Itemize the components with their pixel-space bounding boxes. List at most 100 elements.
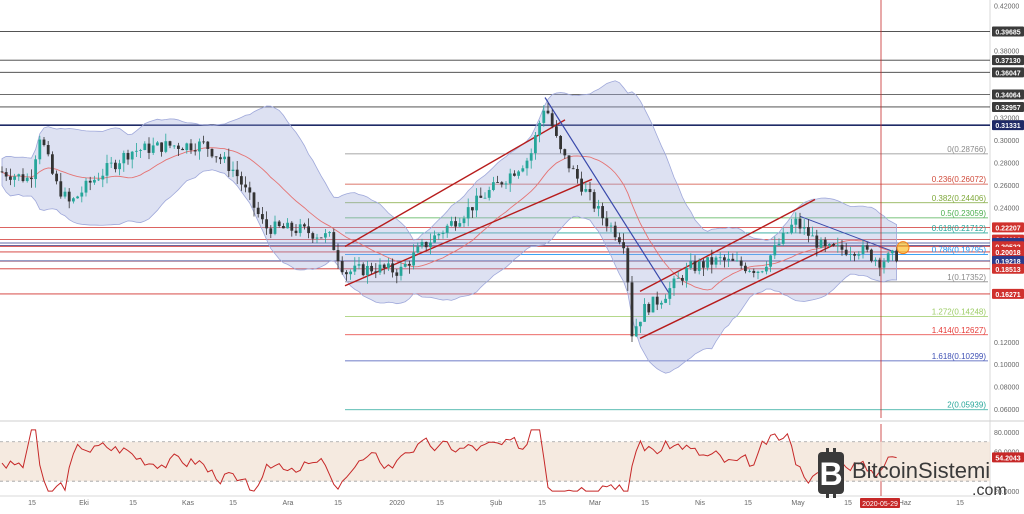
candle-body: [378, 264, 382, 273]
candle-body: [126, 152, 130, 160]
candle-body: [521, 168, 525, 172]
candle-body: [298, 224, 302, 234]
candle-body: [672, 278, 676, 289]
level-label-text: 0.32957: [995, 105, 1020, 112]
bitcoin-b-logo-icon: B: [818, 448, 844, 498]
candle-body: [508, 173, 512, 184]
candle-body: [718, 257, 722, 259]
candle-body: [752, 270, 756, 273]
fib-label: 0.786(0.19795): [932, 245, 987, 254]
candle-body: [466, 207, 470, 219]
fib-label: 1.414(0.12627): [932, 326, 987, 335]
time-tick-label: Mar: [589, 500, 602, 507]
candle-body: [773, 245, 777, 256]
price-tick-label: 0.28000: [994, 160, 1019, 167]
candle-body: [168, 141, 172, 146]
level-label-bg: [992, 101, 1024, 112]
candle-body: [193, 150, 197, 152]
candle-body: [748, 270, 751, 272]
candle-body: [25, 177, 29, 182]
candle-body: [630, 282, 634, 337]
candle-body: [429, 242, 432, 248]
candle-body: [164, 141, 168, 152]
candle-body: [122, 152, 126, 164]
candle-body: [857, 253, 861, 256]
fib-label: 1(0.17352): [947, 273, 986, 282]
candle-body: [198, 141, 201, 152]
candle-body: [118, 163, 121, 170]
candle-body: [433, 235, 436, 243]
candle-body: [567, 155, 571, 169]
candle-body: [17, 174, 21, 177]
candle-body: [139, 150, 142, 151]
candle-body: [744, 265, 747, 272]
rsi-value-text: 54.2043: [995, 455, 1020, 462]
candle-body: [542, 110, 546, 123]
candle-body: [38, 139, 42, 160]
candle-body: [412, 252, 415, 266]
level-label: 0.32957: [992, 101, 1024, 112]
candle-body: [529, 153, 533, 161]
candle-body: [534, 135, 537, 154]
candle-body: [844, 249, 848, 255]
candle-body: [445, 225, 449, 233]
time-tick-label: May: [791, 500, 805, 507]
candle-body: [781, 232, 785, 244]
candle-body: [865, 245, 869, 250]
price-tick-label: 0.38000: [994, 48, 1019, 55]
level-label-text: 0.37130: [995, 58, 1020, 65]
candle-body: [475, 195, 478, 211]
watermark-domain: .com: [972, 482, 1007, 499]
candle-body: [492, 182, 495, 190]
level-label-bg: [992, 288, 1024, 299]
level-label-bg: [992, 120, 1024, 131]
candle-body: [357, 264, 361, 266]
level-label-bg: [992, 255, 1024, 266]
price-tick-label: 0.42000: [994, 4, 1019, 11]
candle-body: [702, 261, 705, 268]
candle-body: [67, 191, 71, 202]
candle-body: [618, 237, 621, 243]
candle-body: [765, 266, 768, 272]
level-label-text: 0.19218: [995, 259, 1020, 266]
time-tick-label: Ara: [283, 500, 294, 507]
level-label: 0.18513: [992, 263, 1024, 274]
level-label: 0.37130: [992, 55, 1024, 66]
candle-body: [559, 135, 562, 150]
candle-body: [479, 195, 483, 198]
candle-body: [395, 272, 399, 276]
price-tick-label: 0.30000: [994, 138, 1019, 145]
candle-body: [353, 265, 357, 272]
candle-body: [525, 160, 529, 169]
candle-body: [210, 148, 214, 157]
time-tick-label: 15: [334, 500, 342, 507]
candle-body: [277, 221, 281, 227]
candle-body: [601, 206, 604, 219]
candle-body: [584, 189, 588, 192]
candle-body: [214, 156, 218, 158]
candle-body: [676, 277, 680, 279]
level-label: 0.39685: [992, 26, 1024, 37]
candle-body: [605, 218, 609, 227]
candle-body: [769, 255, 772, 267]
level-label-bg: [992, 26, 1024, 37]
candle-body: [235, 169, 239, 177]
candle-body: [685, 267, 688, 281]
time-tick-label: Kas: [182, 500, 195, 507]
candle-body: [546, 110, 550, 114]
candle-body: [172, 145, 176, 147]
candle-body: [790, 224, 793, 233]
candle-body: [72, 198, 75, 202]
candle-body: [76, 196, 79, 199]
candle-body: [336, 250, 340, 262]
candle-body: [794, 218, 798, 225]
candle-body: [828, 244, 831, 247]
candle-body: [156, 142, 159, 146]
candle-body: [731, 258, 735, 261]
candle-body: [592, 192, 596, 209]
candle-body: [181, 148, 184, 151]
watermark-brand: BitcoinSistemi: [852, 458, 990, 483]
candle-body: [227, 156, 231, 172]
candle-body: [710, 257, 714, 265]
